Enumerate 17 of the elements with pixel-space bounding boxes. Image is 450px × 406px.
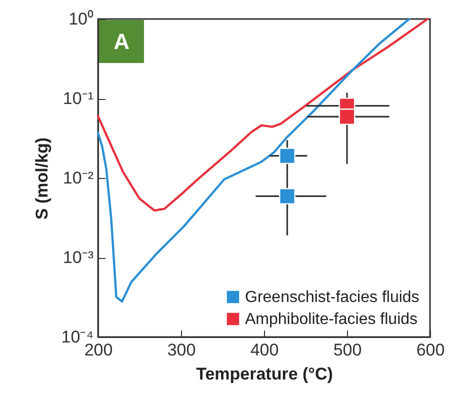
point — [338, 108, 356, 125]
y-tick-label: 10⁻¹ — [62, 89, 94, 108]
legend-label: Greenschist-facies fluids — [245, 289, 420, 306]
x-tick-label: 300 — [167, 340, 196, 360]
x-tick-label: 600 — [416, 340, 445, 360]
line-series — [96, 18, 429, 212]
point — [279, 148, 296, 164]
point — [279, 188, 296, 204]
y-tick-label: 10⁰ — [68, 10, 94, 28]
x-tick-label: 400 — [250, 340, 279, 360]
annotation: A — [114, 29, 130, 54]
y-tick-label: 10⁻³ — [62, 248, 94, 267]
y-tick-label: 10⁻² — [62, 168, 94, 188]
x-axis-title: Temperature (°C) — [196, 364, 333, 384]
legend-label: Amphibolite-facies fluids — [245, 311, 418, 328]
y-axis-title: S (mol/kg) — [32, 137, 52, 220]
x-tick-label: 500 — [333, 340, 362, 360]
